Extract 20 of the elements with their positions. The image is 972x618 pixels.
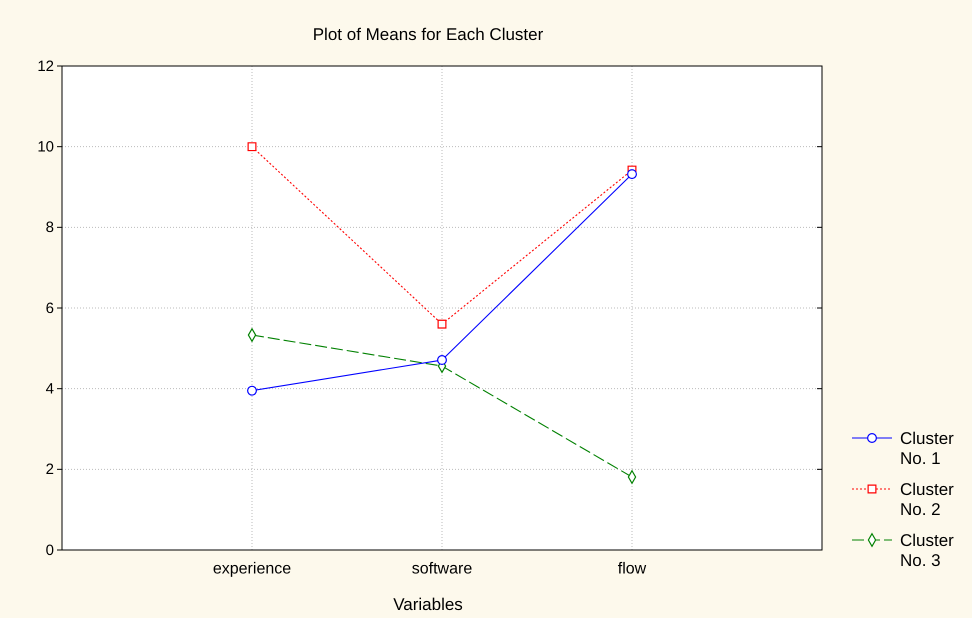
y-tick-label: 12 [37, 58, 54, 75]
y-tick-label: 10 [37, 138, 54, 156]
point [627, 169, 637, 180]
x-tick-label: experience [212, 560, 292, 578]
legend-label: Cluster No. 3 [900, 531, 954, 570]
legend-label: Cluster No. 2 [900, 480, 954, 519]
point [438, 320, 446, 329]
y-tick-label: 4 [46, 380, 54, 398]
x-tick-label: flow [618, 560, 647, 578]
legend-label: Cluster No. 1 [900, 429, 954, 468]
chart-title: Plot of Means for Each Cluster [312, 25, 544, 44]
point [437, 355, 447, 365]
y-tick-label: 0 [46, 542, 54, 559]
point [247, 386, 257, 396]
x-axis-title: Variables [393, 595, 463, 614]
x-tick-label: software [412, 560, 472, 578]
y-tick-label: 6 [46, 300, 54, 317]
y-tick-label: 2 [46, 461, 54, 478]
y-tick-label: 8 [46, 219, 54, 236]
point [248, 142, 256, 152]
